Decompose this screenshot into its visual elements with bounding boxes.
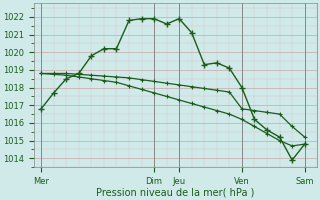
- X-axis label: Pression niveau de la mer( hPa ): Pression niveau de la mer( hPa ): [96, 187, 255, 197]
